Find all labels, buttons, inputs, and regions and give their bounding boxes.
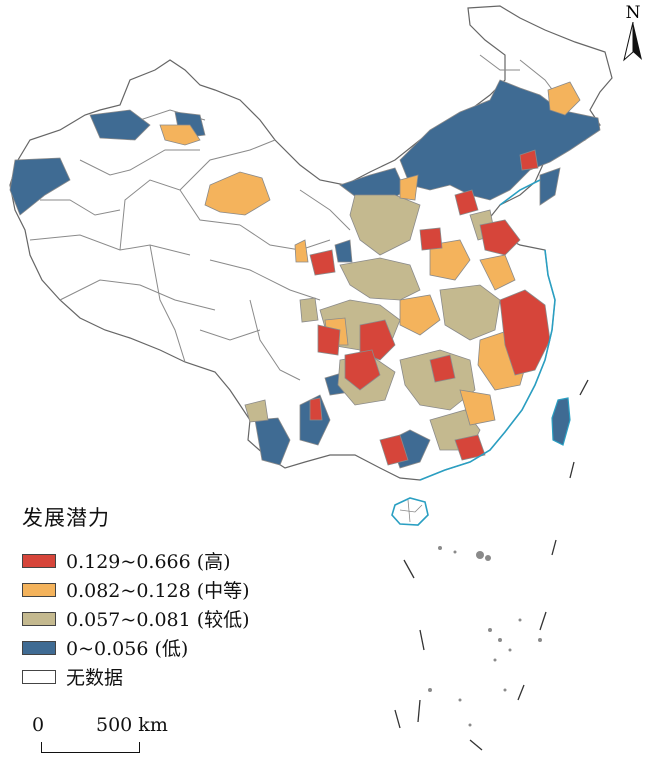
medium-regions: [159, 81, 581, 426]
island-specks: [428, 546, 542, 727]
legend-item-medium: 0.082~0.128 (中等): [22, 575, 250, 604]
county-borders-west: [29, 54, 561, 381]
legend-title: 发展潜力: [22, 506, 110, 530]
legend-swatch: [22, 640, 56, 655]
coastline: [419, 179, 556, 481]
legend-label: 0.057~0.081 (较低): [66, 609, 250, 631]
legend-label: 无数据: [66, 667, 124, 689]
scale-end-label: 500 km: [96, 714, 168, 736]
legend-label: 0.129~0.666 (高): [66, 551, 231, 573]
legend-label: 0.082~0.128 (中等): [66, 580, 250, 602]
legend-swatch: [22, 669, 56, 684]
hainan-borders: [399, 499, 423, 523]
legend-item-low: 0~0.056 (低): [22, 633, 250, 662]
legend: 发展潜力 0.129~0.666 (高) 0.082~0.128 (中等) 0.…: [22, 502, 250, 691]
legend-item-no-data: 无数据: [22, 662, 250, 691]
taiwan-island: [551, 397, 571, 446]
legend-swatch: [22, 553, 56, 568]
north-arrow-icon: [623, 21, 642, 62]
scale-bar-line: [41, 742, 140, 753]
legend-item-high: 0.129~0.666 (高): [22, 546, 250, 575]
legend-swatch: [22, 611, 56, 626]
north-label: N: [625, 3, 641, 23]
legend-label: 0~0.056 (低): [66, 638, 189, 660]
north-arrow: N: [620, 4, 646, 66]
scale-start-label: 0: [32, 714, 45, 736]
legend-item-lower: 0.057~0.081 (较低): [22, 604, 250, 633]
high-regions: [309, 149, 551, 466]
sea-boundary-dashes: [394, 379, 589, 751]
legend-swatch: [22, 582, 56, 597]
